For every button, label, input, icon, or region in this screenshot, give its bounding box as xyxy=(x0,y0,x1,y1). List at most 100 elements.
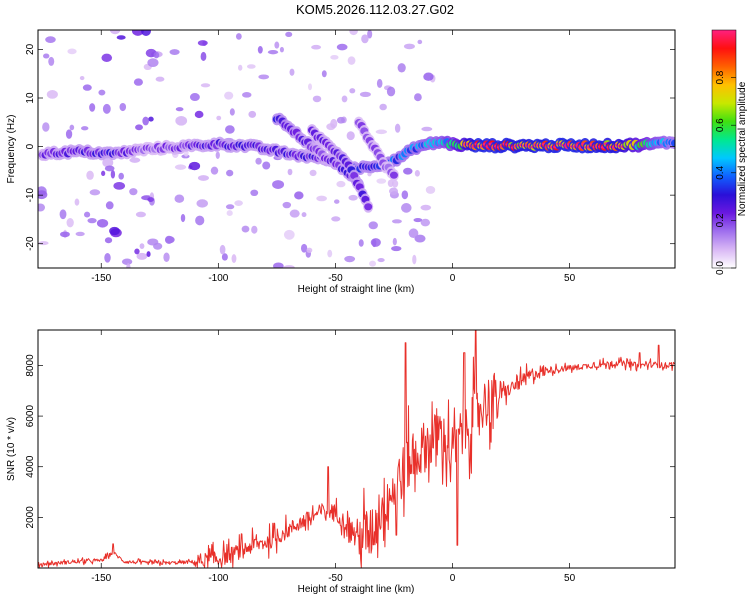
heatmap-cell xyxy=(423,72,434,81)
heatmap-cell xyxy=(196,199,208,208)
heatmap-cell xyxy=(375,129,388,135)
heatmap-cell xyxy=(347,56,356,65)
heatmap-cell xyxy=(104,237,113,244)
heatmap-cell xyxy=(134,248,140,255)
heatmap-cell xyxy=(116,35,126,40)
snr-y-tick-label: 6000 xyxy=(25,405,36,428)
spectrogram-x-tick-label: 0 xyxy=(450,273,456,284)
heatmap-cell xyxy=(258,74,270,80)
heatmap-cell xyxy=(312,95,322,103)
heatmap-cell xyxy=(376,78,383,88)
heatmap-cell xyxy=(289,209,300,218)
heatmap-cell xyxy=(84,211,91,218)
heatmap-cell xyxy=(121,258,133,265)
snr-y-label: SNR (10 * v/v) xyxy=(6,417,17,481)
heatmap-cell xyxy=(308,83,313,91)
heatmap-cell xyxy=(358,239,364,247)
heatmap-cell xyxy=(272,180,285,189)
spectrogram-y-tick-label: 20 xyxy=(25,43,36,55)
heatmap-cell xyxy=(316,195,327,202)
heatmap-cell xyxy=(141,30,151,36)
heatmap-cell xyxy=(189,93,200,102)
heatmap-cell xyxy=(105,201,114,210)
heatmap-cell xyxy=(251,225,258,234)
heatmap-cell xyxy=(346,131,355,141)
heatmap-cell xyxy=(148,116,154,122)
heatmap-cell xyxy=(246,64,256,69)
colorbar-tick-label: 0.6 xyxy=(715,118,726,132)
colorbar-tick-label: 0.8 xyxy=(715,70,726,84)
chart-title: KOM5.2026.112.03.27.G02 xyxy=(295,2,455,17)
heatmap-cell xyxy=(118,172,124,180)
heatmap-cell xyxy=(224,91,234,100)
heatmap-cell xyxy=(102,103,111,114)
snr-series-line xyxy=(38,330,675,568)
heatmap-cell xyxy=(368,221,378,230)
heatmap-cell xyxy=(408,228,419,239)
heatmap-cell xyxy=(65,129,73,139)
heatmap-cell xyxy=(389,171,398,179)
heatmap-cell xyxy=(169,49,180,55)
heatmap-cell xyxy=(195,215,205,226)
heatmap-cell xyxy=(164,235,173,244)
heatmap-cell xyxy=(215,151,220,159)
heatmap-cell xyxy=(229,108,235,116)
heatmap-cell xyxy=(225,125,235,134)
snr-x-tick-label: -150 xyxy=(91,573,111,584)
heatmap-cell xyxy=(330,118,338,129)
heatmap-cell xyxy=(235,33,242,40)
heatmap-cell xyxy=(75,231,85,237)
colorbar-tick-label: 0.4 xyxy=(715,165,726,179)
snr-x-tick-label: -50 xyxy=(328,573,343,584)
heatmap-cell xyxy=(101,53,113,63)
snr-panel: -150 -100 -50 0 50 2000 4000 6000 8000 Height of… xyxy=(6,329,676,595)
colorbar-label: Normalized spectral amplitude xyxy=(737,81,748,216)
spectrogram-x-tick-label: -150 xyxy=(91,273,111,284)
heatmap-cell xyxy=(174,194,185,203)
colorbar-tick-label: 0.0 xyxy=(715,261,726,275)
heatmap-cell xyxy=(74,198,80,206)
snr-ticks: -150 -100 -50 0 50 2000 4000 6000 8000 xyxy=(25,330,675,584)
heatmap-cell xyxy=(146,251,151,258)
heatmap-cell xyxy=(425,185,436,194)
heatmap-cell xyxy=(361,34,369,44)
heatmap-cell xyxy=(413,217,423,223)
heatmap-cell xyxy=(109,226,120,236)
heatmap-cell xyxy=(285,31,293,38)
heatmap-cell xyxy=(69,124,75,131)
heatmap-cell xyxy=(369,260,377,267)
heatmap-cell xyxy=(110,169,116,179)
heatmap-cell xyxy=(359,91,371,97)
heatmap-cell xyxy=(327,249,333,258)
heatmap-cell xyxy=(200,83,211,88)
spectrogram-y-tick-label: -20 xyxy=(25,236,36,251)
heatmap-cell xyxy=(348,194,358,201)
heatmap-cell xyxy=(330,54,339,60)
heatmap-cell xyxy=(283,229,295,240)
heatmap-cell xyxy=(66,218,74,228)
heatmap-cell xyxy=(401,203,412,213)
heatmap-cell xyxy=(336,180,346,188)
heatmap-cell xyxy=(136,252,148,260)
snr-y-tick-label: 4000 xyxy=(25,455,36,478)
heatmap-cell xyxy=(414,234,426,243)
colorbar-scale xyxy=(712,30,736,268)
heatmap-cell xyxy=(174,164,187,170)
heatmap-cell xyxy=(234,200,243,206)
heatmap-cell xyxy=(60,231,70,238)
heatmap-cell xyxy=(38,190,48,200)
colorbar: 0.0 0.2 0.4 0.6 0.8 Normalized spectral ampl… xyxy=(711,29,748,275)
heatmap-cell xyxy=(283,265,295,268)
heatmap-cell xyxy=(139,243,145,249)
heatmap-cell xyxy=(81,126,89,131)
heatmap-cell xyxy=(267,49,279,55)
heatmap-cell xyxy=(113,181,126,190)
heatmap-cell xyxy=(133,78,143,86)
heatmap-cell xyxy=(188,161,201,171)
heatmap-cell xyxy=(45,36,56,44)
snr-frame xyxy=(37,329,676,569)
heatmap-cell xyxy=(197,40,208,46)
heatmap-cell xyxy=(194,110,204,119)
